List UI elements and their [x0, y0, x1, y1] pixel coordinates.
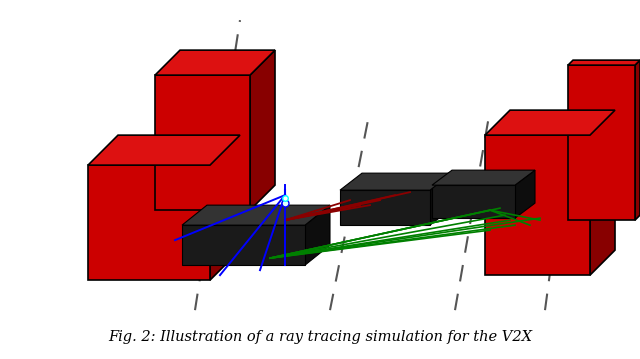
Polygon shape — [432, 170, 535, 185]
Text: Fig. 2: Illustration of a ray tracing simulation for the V2X: Fig. 2: Illustration of a ray tracing si… — [108, 331, 532, 344]
Polygon shape — [340, 190, 430, 225]
Polygon shape — [635, 60, 640, 220]
Polygon shape — [305, 205, 330, 265]
Polygon shape — [155, 50, 275, 75]
Polygon shape — [88, 165, 210, 280]
Polygon shape — [568, 60, 640, 65]
Polygon shape — [568, 65, 635, 220]
Polygon shape — [182, 225, 305, 265]
Polygon shape — [430, 173, 452, 225]
Polygon shape — [250, 50, 275, 210]
Polygon shape — [590, 110, 615, 275]
Polygon shape — [88, 135, 240, 165]
Polygon shape — [432, 185, 515, 218]
Polygon shape — [155, 75, 250, 210]
Polygon shape — [182, 205, 330, 225]
Polygon shape — [340, 173, 452, 190]
Polygon shape — [485, 135, 590, 275]
Polygon shape — [485, 110, 615, 135]
Polygon shape — [515, 170, 535, 218]
Polygon shape — [210, 135, 240, 280]
